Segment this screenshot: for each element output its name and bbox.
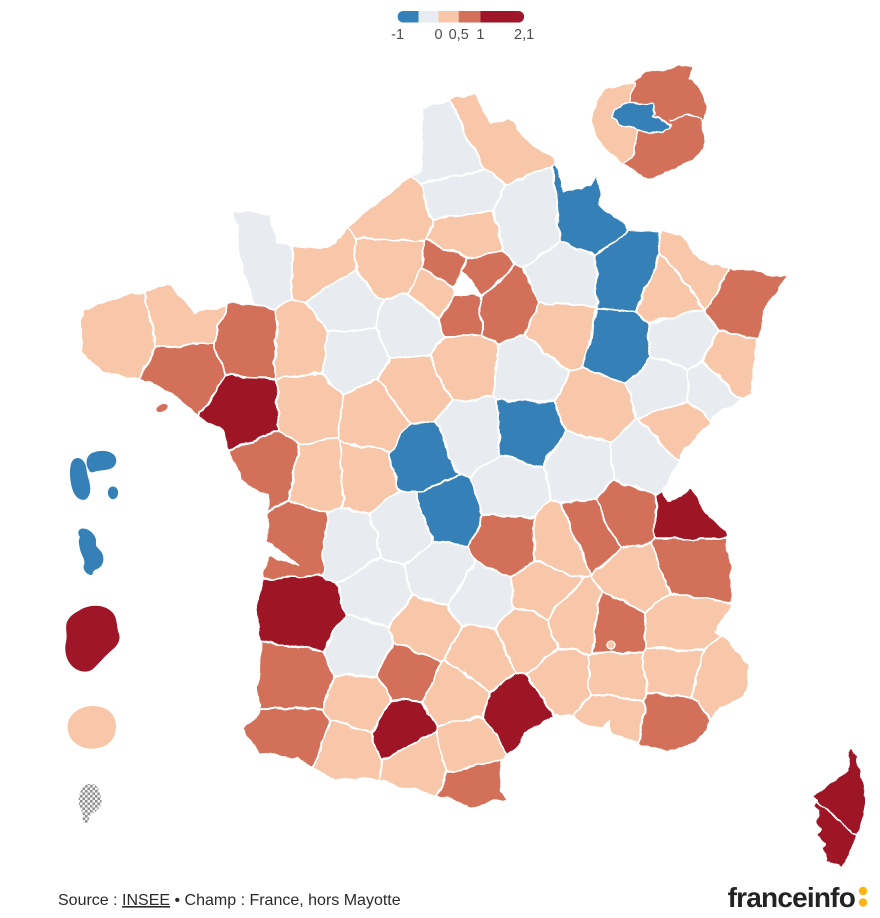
svg-text:-1: -1 (391, 27, 404, 43)
svg-text:franceinfo: franceinfo (728, 882, 856, 913)
svg-text:Source : INSEE • Champ : Franc: Source : INSEE • Champ : France, hors Ma… (58, 892, 401, 909)
svg-text:2,1: 2,1 (514, 27, 534, 43)
svg-text:0,5: 0,5 (449, 27, 469, 43)
svg-text:0: 0 (434, 27, 442, 43)
svg-text:1: 1 (476, 27, 484, 43)
